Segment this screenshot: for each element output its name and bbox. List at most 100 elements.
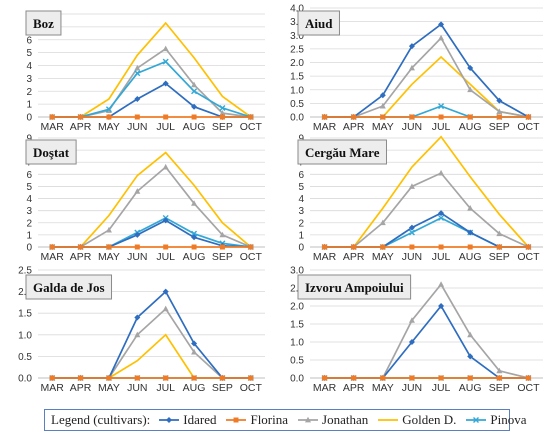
data-point xyxy=(78,114,84,120)
series-golden-d xyxy=(52,151,252,248)
chart-panel-3: 0123456789MARAPRMAYJUNJULAUGSEPOCTDoştat xyxy=(25,134,265,263)
panel-title: Aiud xyxy=(297,10,340,36)
y-tick-label: 1.5 xyxy=(290,72,304,83)
series-jonathan xyxy=(49,305,254,381)
y-tick-label: 1.0 xyxy=(290,338,304,349)
data-point xyxy=(380,244,386,250)
y-tick-label: 2.5 xyxy=(18,266,32,277)
data-point xyxy=(467,64,474,71)
x-tick-label: MAR xyxy=(41,121,65,133)
data-point xyxy=(438,375,444,381)
data-point xyxy=(351,375,357,381)
svg-text:Boz: Boz xyxy=(33,16,54,31)
y-tick-label: 1.0 xyxy=(290,85,304,96)
data-point xyxy=(496,108,503,114)
data-point xyxy=(191,103,198,110)
data-point xyxy=(134,64,141,71)
data-point xyxy=(438,214,445,221)
data-point xyxy=(248,375,254,381)
data-point xyxy=(496,230,503,237)
y-tick-label: 9 xyxy=(298,134,304,145)
legend-item: Florina xyxy=(225,412,288,428)
data-point xyxy=(162,217,169,224)
legend-swatch xyxy=(466,416,487,423)
data-point xyxy=(191,114,197,120)
series-line xyxy=(324,36,529,118)
data-point xyxy=(379,219,386,226)
legend-swatch xyxy=(298,416,319,422)
series-florina xyxy=(49,244,254,250)
series-golden-d xyxy=(324,55,529,118)
x-tick-label: JUL xyxy=(432,121,451,133)
x-tick-label: MAR xyxy=(313,251,337,263)
data-point xyxy=(467,353,474,360)
data-point xyxy=(438,210,445,217)
data-point xyxy=(134,70,141,77)
legend-items: Idared Florina Jonathan Golden D. Pinova xyxy=(158,412,535,429)
data-point xyxy=(191,88,198,95)
x-tick-label: APR xyxy=(70,382,92,394)
y-tick-label: 2.0 xyxy=(290,302,304,313)
x-tick-label: JUN xyxy=(402,251,422,263)
y-tick-label: 0 xyxy=(298,243,304,254)
data-point xyxy=(408,43,415,50)
data-point xyxy=(191,244,197,250)
legend-marker xyxy=(166,416,173,423)
x-tick-label: SEP xyxy=(212,121,233,133)
x-tick-label: OCT xyxy=(240,121,263,133)
data-point xyxy=(408,224,415,231)
x-tick-label: JUL xyxy=(156,251,175,263)
data-point xyxy=(105,106,112,113)
x-tick-label: APR xyxy=(343,382,365,394)
data-point xyxy=(163,114,169,120)
chart-panel-6: 0.0 0.5 1.0 1.5 2.0 2.5 3.0 MAR APR MAY JUN JUL AUG S… xyxy=(290,266,543,394)
data-point xyxy=(322,375,328,381)
data-point xyxy=(106,114,112,120)
y-tick-label: 0.0 xyxy=(290,113,304,124)
data-point xyxy=(408,317,415,323)
panel-title: Galda de Jos xyxy=(25,274,113,300)
x-tick-label: JUN xyxy=(402,382,422,394)
legend: Legend (cultivars): Idared Florina Jonatha… xyxy=(44,409,527,431)
series-line xyxy=(324,135,530,248)
y-tick-label: 2.0 xyxy=(290,58,304,69)
data-point xyxy=(191,234,198,241)
data-point xyxy=(467,86,474,93)
chart-panel-2: 0.0 0.5 1.0 1.5 2.0 2.5 3.0 3.5 4.0 MAR APR MAY JUN J… xyxy=(290,4,543,133)
y-tick-label: 4 xyxy=(298,194,304,205)
legend-item: Idared xyxy=(158,412,216,428)
legend-swatch xyxy=(159,416,180,423)
data-point xyxy=(409,244,415,250)
x-tick-label: AUG xyxy=(459,121,482,133)
data-point xyxy=(78,375,84,381)
data-point xyxy=(78,244,84,250)
svg-text:Aiud: Aiud xyxy=(305,16,333,31)
x-tick-label: MAY xyxy=(98,121,120,133)
data-point xyxy=(322,114,328,120)
x-tick-label: JUN xyxy=(402,121,422,133)
y-tick-label: 2.5 xyxy=(290,284,304,295)
data-point xyxy=(467,229,474,236)
y-tick-label: 0.5 xyxy=(290,356,304,367)
y-tick-label: 0 xyxy=(26,113,32,124)
data-point xyxy=(322,244,328,250)
x-tick-label: JUN xyxy=(127,251,147,263)
data-point xyxy=(191,81,198,88)
panel-title-box xyxy=(25,274,113,300)
data-point xyxy=(219,375,225,381)
x-tick-label: MAY xyxy=(98,251,120,263)
data-point xyxy=(219,231,226,238)
x-tick-label: OCT xyxy=(240,251,263,263)
data-point xyxy=(408,64,415,71)
y-tick-label: 5 xyxy=(298,182,304,193)
y-tick-label: 0 xyxy=(26,243,32,254)
x-tick-label: JUL xyxy=(432,251,451,263)
data-point xyxy=(496,114,502,120)
y-tick-label: 4 xyxy=(26,61,32,72)
y-tick-label: 9 xyxy=(26,134,32,145)
series-line xyxy=(324,212,529,248)
y-tick-label: 0.5 xyxy=(18,352,32,363)
legend-title: Legend (cultivars): xyxy=(51,412,151,427)
x-tick-label: AUG xyxy=(183,382,206,394)
data-point xyxy=(162,305,169,312)
